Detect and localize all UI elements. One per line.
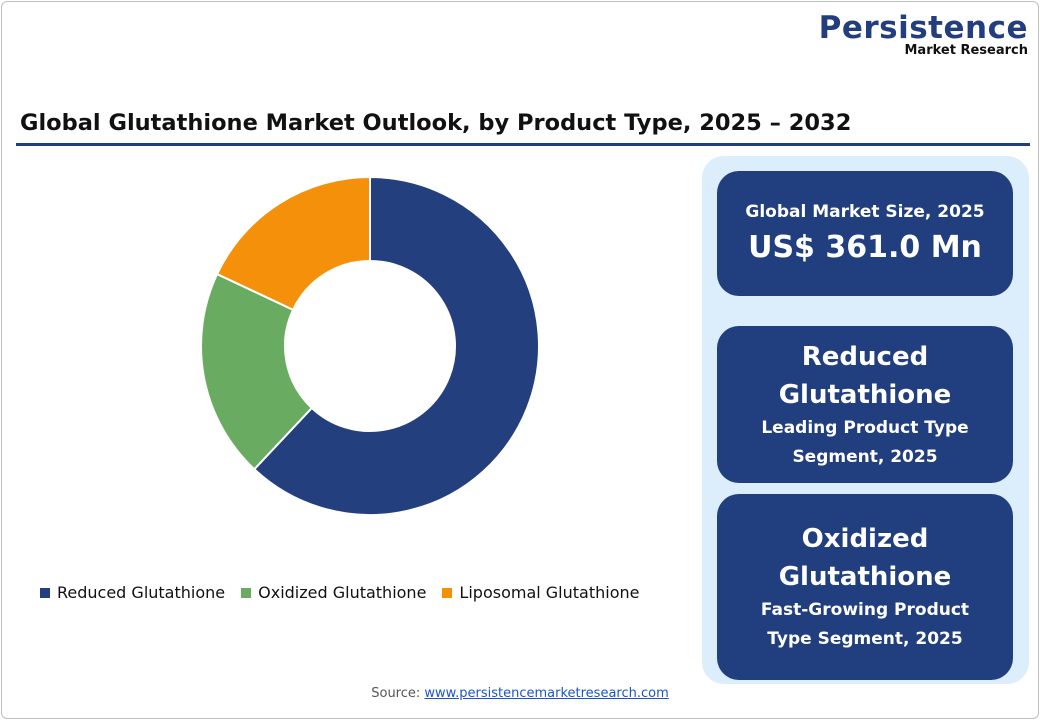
- slice-reduced-glutathione: [252, 175, 540, 516]
- logo: Persistence Market Research: [819, 12, 1028, 58]
- legend-label: Oxidized Glutathione: [258, 583, 427, 602]
- legend: Reduced Glutathione Oxidized Glutathione L…: [40, 583, 639, 602]
- leading-segment-title-2: Glutathione: [778, 379, 952, 410]
- leading-segment-sub-1: Leading Product Type: [761, 417, 969, 438]
- source-label: Source:: [371, 686, 421, 701]
- donut-chart: [200, 175, 540, 516]
- fast-growing-title-2: Glutathione: [778, 562, 952, 592]
- legend-label: Reduced Glutathione: [57, 583, 226, 602]
- legend-item: Liposomal Glutathione: [442, 583, 639, 602]
- legend-swatch: [442, 587, 453, 598]
- slice-liposomal-glutathione: [215, 175, 371, 312]
- chart-title: Global Glutathione Market Outlook, by Pr…: [20, 110, 852, 136]
- legend-item: Oxidized Glutathione: [241, 583, 426, 602]
- leading-segment-card: Reduced Glutathione Leading Product Type…: [717, 326, 1013, 483]
- source-note: Source: www.persistencemarketresearch.co…: [0, 686, 1040, 701]
- fast-growing-sub-2: Type Segment, 2025: [767, 629, 963, 649]
- legend-swatch: [241, 587, 252, 598]
- leading-segment-sub-2: Segment, 2025: [792, 446, 938, 467]
- market-size-label: Global Market Size, 2025: [745, 202, 985, 222]
- source-link[interactable]: www.persistencemarketresearch.com: [424, 686, 669, 701]
- fast-growing-title-1: Oxidized: [801, 524, 929, 554]
- fast-growing-sub-1: Fast-Growing Product: [760, 600, 970, 620]
- title-divider: [16, 143, 1030, 146]
- legend-label: Liposomal Glutathione: [459, 583, 640, 602]
- slice-oxidized-glutathione: [200, 272, 314, 471]
- logo-name: Persistence: [818, 10, 1028, 46]
- legend-item: Reduced Glutathione: [40, 583, 225, 602]
- fast-growing-card: Oxidized Glutathione Fast-Growing Produc…: [717, 494, 1013, 680]
- market-size-value: US$ 361.0 Mn: [748, 230, 982, 265]
- leading-segment-title-1: Reduced: [801, 341, 929, 372]
- logo-subtitle: Market Research: [904, 43, 1029, 58]
- market-size-card: Global Market Size, 2025 US$ 361.0 Mn: [717, 171, 1013, 296]
- legend-swatch: [40, 587, 50, 598]
